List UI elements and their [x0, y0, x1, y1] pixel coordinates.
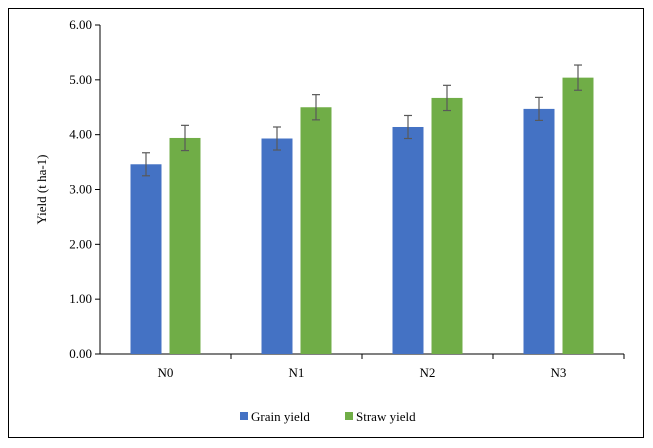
bar-straw-yield-n1 — [300, 107, 332, 354]
y-tick-label: 0.00 — [69, 346, 92, 361]
bars — [130, 64, 594, 355]
y-axis-title: Yield (t ha-1) — [34, 154, 49, 224]
bar-grain-yield-n0 — [130, 164, 162, 354]
x-ticks: N0 N1 N2 N3 — [158, 354, 625, 380]
legend-swatch-grain-yield — [240, 412, 248, 420]
legend-label: Grain yield — [251, 409, 310, 424]
y-tick-label: 2.00 — [69, 236, 92, 251]
bar-grain-yield-n3 — [523, 108, 555, 355]
bar-straw-yield-n0 — [169, 137, 201, 354]
x-tick-label: N3 — [551, 365, 567, 380]
y-tick-label: 5.00 — [69, 72, 92, 87]
x-tick-label: N0 — [158, 365, 174, 380]
legend-swatch-straw-yield — [345, 412, 353, 420]
bar-grain-yield-n1 — [261, 138, 293, 354]
bar-straw-yield-n3 — [562, 77, 594, 354]
x-tick-label: N2 — [420, 365, 436, 380]
legend: Grain yield Straw yield — [240, 409, 416, 424]
bar-grain-yield-n2 — [392, 126, 424, 355]
x-tick-label: N1 — [289, 365, 305, 380]
y-tick-label: 6.00 — [69, 17, 92, 32]
bar-straw-yield-n2 — [431, 97, 463, 354]
y-tick-label: 4.00 — [69, 127, 92, 142]
y-ticks: 0.00 1.00 2.00 3.00 4.00 5.00 6.00 — [69, 17, 100, 361]
y-tick-label: 1.00 — [69, 291, 92, 306]
y-tick-label: 3.00 — [69, 182, 92, 197]
legend-label: Straw yield — [356, 409, 416, 424]
